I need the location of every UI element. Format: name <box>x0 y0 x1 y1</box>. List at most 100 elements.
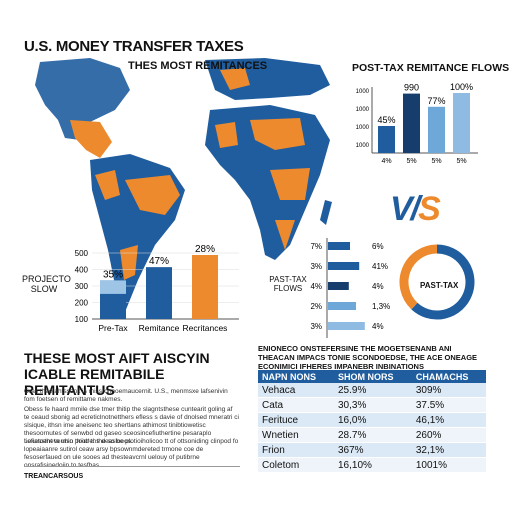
projected-y-tick: 400 <box>75 266 89 275</box>
table-row: Wnetien 28.7% 260% <box>258 427 486 443</box>
flows-chart-title: POST-TAX REMITANCE FLOWS <box>352 62 510 74</box>
table-cell: Wnetien <box>258 427 334 443</box>
table-row: Coletom 16,10% 1001% <box>258 457 486 473</box>
footer-text: TREANCARSOUS <box>24 473 84 480</box>
footer-divider <box>24 466 240 467</box>
pasttax-row-label: 3% <box>310 262 322 271</box>
pasttax-bar <box>328 242 350 250</box>
flows-bar <box>403 93 420 153</box>
vs-mark-v: V/ <box>390 190 420 228</box>
pasttax-bar-label: 41% <box>372 262 388 271</box>
pasttax-bar <box>328 262 360 270</box>
pasttax-bar-label: 4% <box>372 282 384 291</box>
flows-chart: 1000 1000 1000 1000 45% 4% 990 5% 77% 5% 100% 5% <box>356 82 478 165</box>
pasttax-chart-label: PAST-TAX FLOWS <box>269 275 307 293</box>
map-africa-orange-1 <box>250 118 305 150</box>
pasttax-bar <box>328 302 356 310</box>
donut-slice <box>399 244 438 310</box>
flows-bar <box>428 106 445 153</box>
flows-y-tick: 1000 <box>356 107 370 113</box>
paragraph-2: Obess fe haard mmile dse tmer thitip the… <box>24 406 239 445</box>
table-cell: 32,1% <box>411 442 486 458</box>
map-madagascar <box>320 200 332 225</box>
map-africa-orange-4 <box>275 220 295 250</box>
donut-label: PAST-TAX <box>420 281 459 290</box>
projected-y-tick: 200 <box>75 299 89 308</box>
pasttax-row-label: 7% <box>310 242 322 251</box>
vs-mark: V/S <box>390 190 441 229</box>
table-column-header: SHOM NORS <box>334 370 412 383</box>
projected-bar-label: 47% <box>149 256 169 267</box>
map-south-america-orange-1 <box>125 175 180 215</box>
flows-x-tick: 5% <box>456 158 466 165</box>
data-table: NAPN NONS SHOM NORS CHAMACHS Vehaca 25.9%… <box>258 370 486 473</box>
map-north-america <box>35 58 130 140</box>
projected-bar-highlight <box>100 280 126 294</box>
pasttax-bar-label: 6% <box>372 242 384 251</box>
table-cell: 16,10% <box>334 457 412 473</box>
flows-bar-label: 100% <box>450 82 473 92</box>
table-column-header: CHAMACHS <box>411 370 486 383</box>
map-europe-orange <box>220 68 250 90</box>
table-row: Vehaca 25.9% 309% <box>258 383 486 398</box>
table-cell: 260% <box>411 427 486 443</box>
map-africa-orange-2 <box>270 168 310 200</box>
flows-y-tick: 1000 <box>356 89 370 95</box>
pasttax-bar-label: 4% <box>372 322 384 331</box>
projected-x-tick: Recritances <box>183 323 228 333</box>
donut-chart <box>399 244 475 320</box>
flows-x-tick: 5% <box>406 158 416 165</box>
map-south-america-orange-3 <box>120 245 138 280</box>
table-cell: 25.9% <box>334 383 412 398</box>
table-cell: 37.5% <box>411 397 486 413</box>
table-cell: Ferituce <box>258 412 334 428</box>
flows-bar-label: 77% <box>427 96 445 106</box>
flows-y-tick: 1000 <box>356 143 370 149</box>
flows-bar-label: 45% <box>377 115 395 125</box>
table-cell: 309% <box>411 383 486 398</box>
flows-x-tick: 4% <box>381 158 391 165</box>
projected-y-tick: 300 <box>75 282 89 291</box>
table-row: Cata 30,3% 37.5% <box>258 397 486 413</box>
table-cell: 46,1% <box>411 412 486 428</box>
projected-y-tick: 500 <box>75 249 89 258</box>
map-south-america-orange-2 <box>95 170 120 200</box>
pasttax-bar-label: 1,3% <box>372 302 390 311</box>
pasttax-bar <box>328 322 365 330</box>
flows-bar-label: 990 <box>404 83 419 93</box>
section-heading: THESE MOST AIFT AISCYIN ICABLE REMITABIL… <box>24 350 210 398</box>
table-cell: 367% <box>334 442 412 458</box>
table-cell: Frion <box>258 442 334 458</box>
donut-slice <box>411 244 475 320</box>
table-row: Frion 367% 32,1% <box>258 442 486 458</box>
vs-mark-s: S <box>418 190 441 228</box>
page-title: U.S. MONEY TRANSFER TAXES <box>24 38 244 55</box>
projected-x-tick: Remitance <box>139 323 180 333</box>
table-heading: ENIONECO ONSTEFERSINE THE MOGETSENANB AN… <box>258 344 478 371</box>
paragraph-3: Lexessthevermin poidre. the so be plotio… <box>24 438 239 469</box>
pasttax-chart: 7% 6% 3% 41% 4% 4% 2% 1,3% 3% 4% <box>310 238 390 338</box>
projected-bar-label: 28% <box>195 245 215 255</box>
flows-bar <box>378 126 395 153</box>
pasttax-bar <box>328 282 349 290</box>
table-cell: 16,0% <box>334 412 412 428</box>
map-europe <box>205 58 330 100</box>
world-map <box>35 58 332 312</box>
projected-x-tick: Pre-Tax <box>98 323 128 333</box>
projected-y-tick: 100 <box>75 315 89 324</box>
table-column-header: NAPN NONS <box>258 370 334 383</box>
pasttax-row-label: 2% <box>310 302 322 311</box>
projected-chart: 500 400 300 200 100 35% Pre-Tax 47% Remitance 28%… <box>75 245 239 333</box>
table-row: Ferituce 16,0% 46,1% <box>258 412 486 428</box>
projected-bar <box>146 267 172 319</box>
table-cell: 30,3% <box>334 397 412 413</box>
projected-bar-label: 35% <box>103 269 123 280</box>
flows-bar <box>453 93 470 153</box>
flows-x-tick: 5% <box>431 158 441 165</box>
table-cell: 28.7% <box>334 427 412 443</box>
projected-chart-label: PROJECTO SLOW <box>22 274 71 294</box>
map-label: THES MOST REMITANCES <box>128 60 268 72</box>
table-cell: Cata <box>258 397 334 413</box>
flows-y-tick: 1000 <box>356 125 370 131</box>
pasttax-row-label: 3% <box>310 322 322 331</box>
